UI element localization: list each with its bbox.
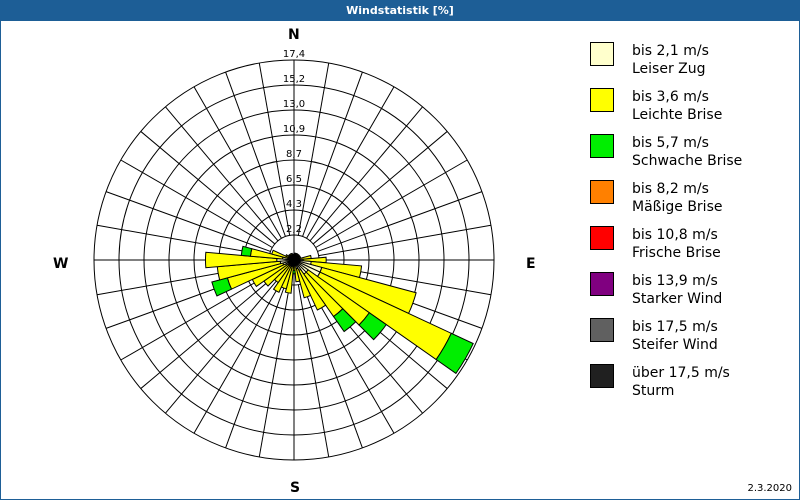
petal-segment: [211, 277, 233, 297]
compass-east-label: E: [526, 256, 536, 272]
petal-segment: [271, 249, 290, 260]
legend-swatch: [590, 88, 614, 112]
legend-speed: bis 2,1 m/s: [632, 43, 709, 59]
legend-speed: bis 17,5 m/s: [632, 319, 718, 335]
svg-text:15,2: 15,2: [283, 74, 305, 85]
legend-item: über 17,5 m/s Sturm: [590, 364, 790, 410]
svg-text:17,4: 17,4: [283, 49, 305, 60]
petal-segment: [293, 264, 301, 283]
legend-speed: bis 8,2 m/s: [632, 181, 709, 197]
legend-speed: über 17,5 m/s: [632, 365, 730, 381]
polar-grid: [93, 59, 495, 461]
legend-swatch: [590, 42, 614, 66]
legend-label: Leichte Brise: [632, 107, 723, 123]
legend-label: Steifer Wind: [632, 337, 718, 353]
legend-item: bis 2,1 m/s Leiser Zug: [590, 42, 790, 88]
svg-text:10,9: 10,9: [283, 124, 305, 135]
legend-speed: bis 3,6 m/s: [632, 89, 709, 105]
compass-north-label: N: [288, 27, 300, 43]
ring-labels: 2,2 4,3 6,5 8,7 10,9 13,0 15,2 17,4: [283, 49, 305, 235]
svg-text:13,0: 13,0: [283, 99, 305, 110]
svg-text:6,5: 6,5: [286, 174, 302, 185]
legend-speed: bis 13,9 m/s: [632, 273, 718, 289]
petal-segment: [240, 245, 253, 257]
legend-label: Leiser Zug: [632, 61, 706, 77]
petal-segment: [332, 308, 357, 333]
legend-speed: bis 10,8 m/s: [632, 227, 718, 243]
svg-text:8,7: 8,7: [286, 149, 302, 160]
legend-label: Schwache Brise: [632, 153, 743, 169]
window-title: Windstatistik [%]: [0, 0, 800, 21]
legend-label: Frische Brise: [632, 245, 721, 261]
legend-swatch: [590, 272, 614, 296]
legend-item: bis 3,6 m/s Leichte Brise: [590, 88, 790, 134]
legend-label: Starker Wind: [632, 291, 723, 307]
svg-text:2,2: 2,2: [286, 224, 302, 235]
petal-segment: [295, 267, 312, 299]
legend-swatch: [590, 180, 614, 204]
petal-segment: [272, 264, 292, 293]
svg-text:4,3: 4,3: [286, 199, 302, 210]
legend-swatch: [590, 318, 614, 342]
legend-swatch: [590, 364, 614, 388]
petal-segment: [291, 253, 295, 258]
legend-label: Sturm: [632, 383, 675, 399]
legend-swatch: [590, 134, 614, 158]
legend: bis 2,1 m/s Leiser Zug bis 3,6 m/s Leichte…: [590, 42, 790, 410]
petal-segment: [298, 268, 327, 311]
legend-item: bis 13,9 m/s Starker Wind: [590, 272, 790, 318]
petal-segment: [435, 332, 474, 375]
legend-item: bis 17,5 m/s Steifer Wind: [590, 318, 790, 364]
compass-south-label: S: [290, 480, 301, 496]
legend-item: bis 8,2 m/s Mäßige Brise: [590, 180, 790, 226]
legend-label: Mäßige Brise: [632, 199, 723, 215]
petal-segment: [358, 312, 387, 341]
legend-swatch: [590, 226, 614, 250]
legend-speed: bis 5,7 m/s: [632, 135, 709, 151]
wind-petals: [204, 245, 474, 375]
petal-segment: [204, 251, 278, 269]
legend-item: bis 10,8 m/s Frische Brise: [590, 226, 790, 272]
date-label: 2.3.2020: [747, 483, 792, 494]
compass-west-label: W: [53, 256, 69, 272]
legend-item: bis 5,7 m/s Schwache Brise: [590, 134, 790, 180]
